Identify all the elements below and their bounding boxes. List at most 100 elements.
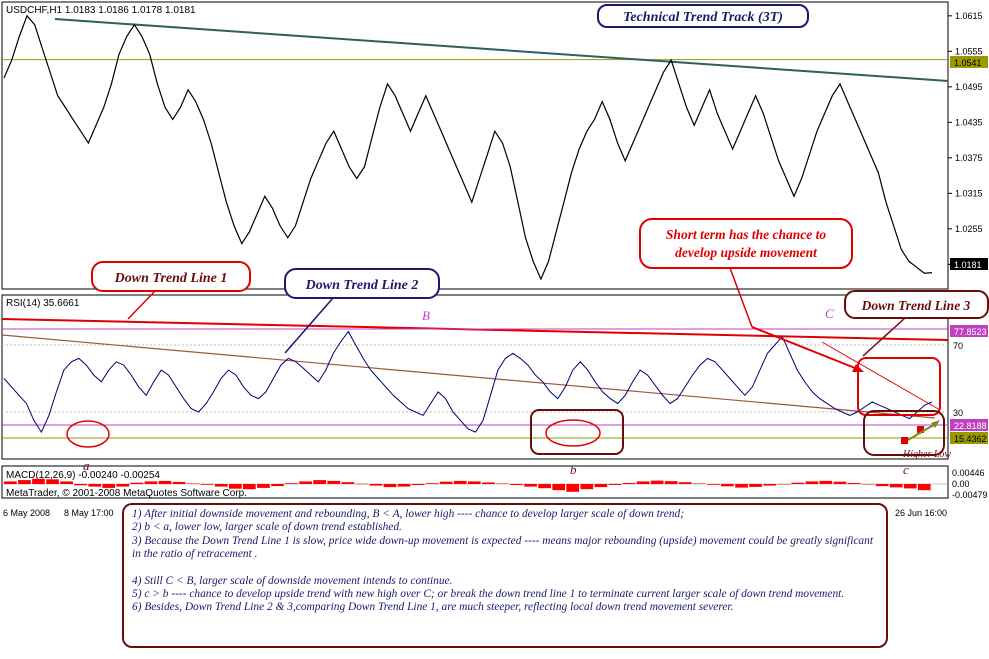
- macd-bar: [678, 482, 692, 484]
- macd-bar: [383, 484, 397, 488]
- rsi-label-bg-bottom: [950, 432, 988, 444]
- label-c: c: [903, 462, 909, 477]
- price-tick-label-3: 1.0435: [955, 117, 983, 127]
- note-6: 6) Besides, Down Trend Line 2 & 3,compar…: [132, 601, 734, 614]
- higher-low-marker-1: [901, 437, 908, 444]
- recent-rsi-box: [857, 357, 941, 416]
- analysis-notes: 1) After initial downside movement and r…: [122, 503, 888, 648]
- higher-low-arrow: [907, 422, 938, 441]
- macd-bar: [74, 484, 87, 486]
- price-tick-label-5: 1.0315: [955, 188, 983, 198]
- macd-bar: [496, 483, 509, 484]
- symbol-readout: USDCHF,H1 1.0183 1.0186 1.0178 1.0181: [6, 5, 196, 16]
- macd-histogram: [4, 478, 931, 492]
- macd-bar: [510, 484, 523, 485]
- dtl1-callout-text: Down Trend Line 1: [114, 271, 228, 286]
- macd-tick-top: 0.00446: [952, 468, 985, 478]
- macd-bar: [749, 484, 762, 487]
- macd-bar: [46, 479, 59, 485]
- macd-bar: [144, 481, 158, 484]
- macd-bar: [130, 482, 144, 484]
- macd-bar: [566, 484, 580, 492]
- macd-bar: [482, 482, 495, 485]
- macd-bar: [608, 484, 622, 485]
- time-label-2: 26 Jun 16:00: [895, 508, 947, 518]
- macd-bar: [805, 481, 819, 484]
- rsi-label-bg-lower: [950, 419, 988, 431]
- macd-bar: [875, 484, 889, 487]
- dtl3-callout-box: [844, 290, 989, 319]
- dtl3-callout-arrow: [862, 317, 906, 357]
- label-higher-low: Higher Low: [902, 449, 951, 460]
- macd-bar: [271, 484, 284, 487]
- macd-bar: [411, 484, 425, 485]
- macd-bar: [763, 484, 776, 486]
- macd-bar: [791, 482, 805, 484]
- macd-bar: [636, 481, 650, 484]
- dtl3-callout-text: Down Trend Line 3: [861, 298, 971, 313]
- point-b-circle: [545, 419, 601, 447]
- label-a: a: [83, 458, 90, 473]
- note-2: 2) b < a, lower low, larger scale of dow…: [132, 521, 402, 534]
- macd-bar: [819, 480, 833, 484]
- macd-bar: [327, 480, 341, 484]
- macd-bar: [355, 483, 369, 485]
- macd-bar: [257, 484, 270, 488]
- dtl2-callout-box: [284, 268, 440, 299]
- rsi-label-upper: 77.8523: [954, 327, 987, 337]
- point-a-circle: [66, 420, 110, 448]
- rsi-series-line: [3, 330, 933, 434]
- macd-bar: [439, 481, 453, 484]
- label-C: C: [825, 306, 834, 321]
- macd-bar: [777, 484, 790, 485]
- macd-bar: [229, 484, 242, 489]
- dtl2-callout-arrow: [284, 297, 334, 354]
- higher-low-marker-2: [917, 426, 924, 433]
- macd-bar: [186, 483, 200, 484]
- note-1: 1) After initial downside movement and r…: [132, 508, 685, 520]
- macd-bar: [341, 482, 355, 484]
- down-trend-line-3: [821, 341, 941, 411]
- down-trend-line-2: [1, 334, 936, 419]
- current-price-label: 1.0181: [954, 260, 982, 270]
- note-4: 4) Still C < B, larger scale of downside…: [132, 574, 453, 587]
- rsi-label-bg-upper: [950, 325, 988, 337]
- macd-bar: [650, 480, 664, 485]
- macd-bar: [889, 484, 903, 488]
- current-price-label-bg: [950, 258, 988, 270]
- macd-bar: [707, 484, 720, 485]
- short-term-callout-box: [639, 218, 853, 269]
- macd-tick-zero: 0.00: [952, 479, 970, 489]
- macd-bar: [200, 484, 214, 485]
- rsi-tick-30: 30: [953, 408, 963, 418]
- dtl1-callout-arrow: [127, 290, 156, 320]
- rsi-tick-70: 70: [953, 341, 963, 351]
- short-term-arrowhead: [852, 364, 864, 372]
- macd-bar: [18, 480, 31, 484]
- price-level-label: 1.0541: [954, 58, 982, 68]
- price-tick-label-2: 1.0495: [955, 82, 983, 92]
- point-b-box: [530, 409, 624, 455]
- price-tick-label-0: 1.0615: [955, 11, 983, 21]
- price-tick-label-1: 1.0555: [955, 46, 983, 56]
- price-tick-label-6: 1.0255: [955, 224, 983, 234]
- title-box: [597, 4, 809, 28]
- macd-tick-bottom: -0.00479: [952, 490, 988, 500]
- time-label-1: 8 May 17:00: [64, 508, 114, 518]
- macd-bar: [397, 484, 411, 487]
- short-term-callout-arrow: [729, 267, 753, 328]
- macd-bar: [538, 484, 551, 489]
- rsi-title: RSI(14) 35.6661: [6, 298, 80, 309]
- short-term-callout-line-2: develop upside movement: [675, 245, 818, 260]
- macd-bar: [735, 484, 748, 488]
- macd-bar: [861, 484, 875, 485]
- macd-bar: [102, 484, 116, 488]
- macd-bar: [285, 483, 298, 485]
- macd-bar: [60, 481, 73, 484]
- macd-bar: [622, 482, 636, 484]
- macd-bar: [158, 480, 172, 484]
- higher-low-box: [863, 410, 945, 456]
- price-series-line: [3, 14, 933, 281]
- label-b: b: [570, 462, 577, 477]
